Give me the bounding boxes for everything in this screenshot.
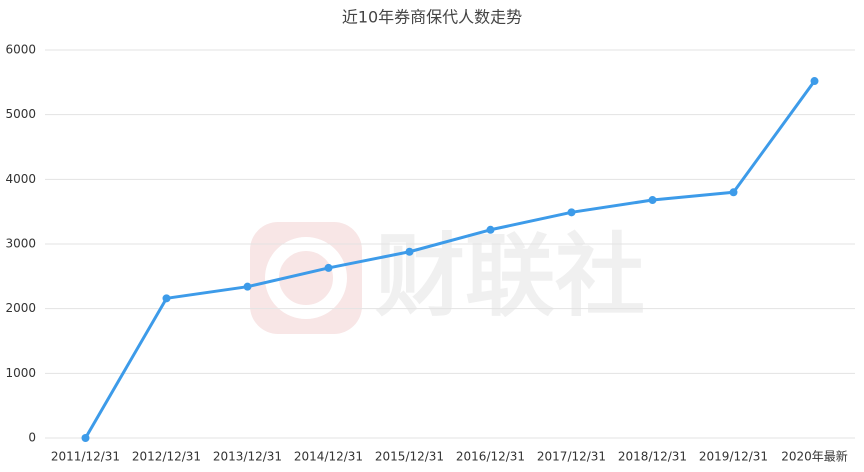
point [729, 188, 738, 197]
y-tick-label: 2000 [5, 301, 36, 315]
point [648, 196, 657, 205]
y-tick-label: 4000 [5, 172, 36, 186]
x-tick-label: 2020年最新 [781, 449, 848, 464]
point [486, 225, 495, 234]
x-tick-label: 2014/12/31 [294, 450, 363, 464]
point [243, 282, 252, 291]
point [567, 208, 576, 217]
line [84, 80, 816, 439]
y-tick-label: 1000 [5, 366, 36, 380]
x-tick-label: 2011/12/31 [51, 450, 120, 464]
x-tick-label: 2012/12/31 [132, 450, 201, 464]
y-tick-label: 3000 [5, 237, 36, 251]
y-tick-label: 0 [28, 431, 36, 445]
chart-title: 近10年券商保代人数走势 [342, 8, 522, 27]
x-tick-label: 2019/12/31 [699, 450, 768, 464]
x-tick-label: 2013/12/31 [213, 450, 282, 464]
point [810, 77, 819, 86]
watermark: 财联社 [375, 224, 645, 329]
x-tick-label: 2015/12/31 [375, 450, 444, 464]
watermark-logo [250, 222, 362, 334]
point [81, 434, 90, 442]
point [405, 247, 414, 256]
x-tick-label: 2016/12/31 [456, 450, 525, 464]
point [162, 294, 171, 303]
point [324, 263, 333, 272]
y-tick-label: 5000 [5, 107, 36, 121]
x-tick-label: 2017/12/31 [537, 450, 606, 464]
y-tick-label: 6000 [5, 43, 36, 57]
x-tick-label: 2018/12/31 [618, 450, 687, 464]
